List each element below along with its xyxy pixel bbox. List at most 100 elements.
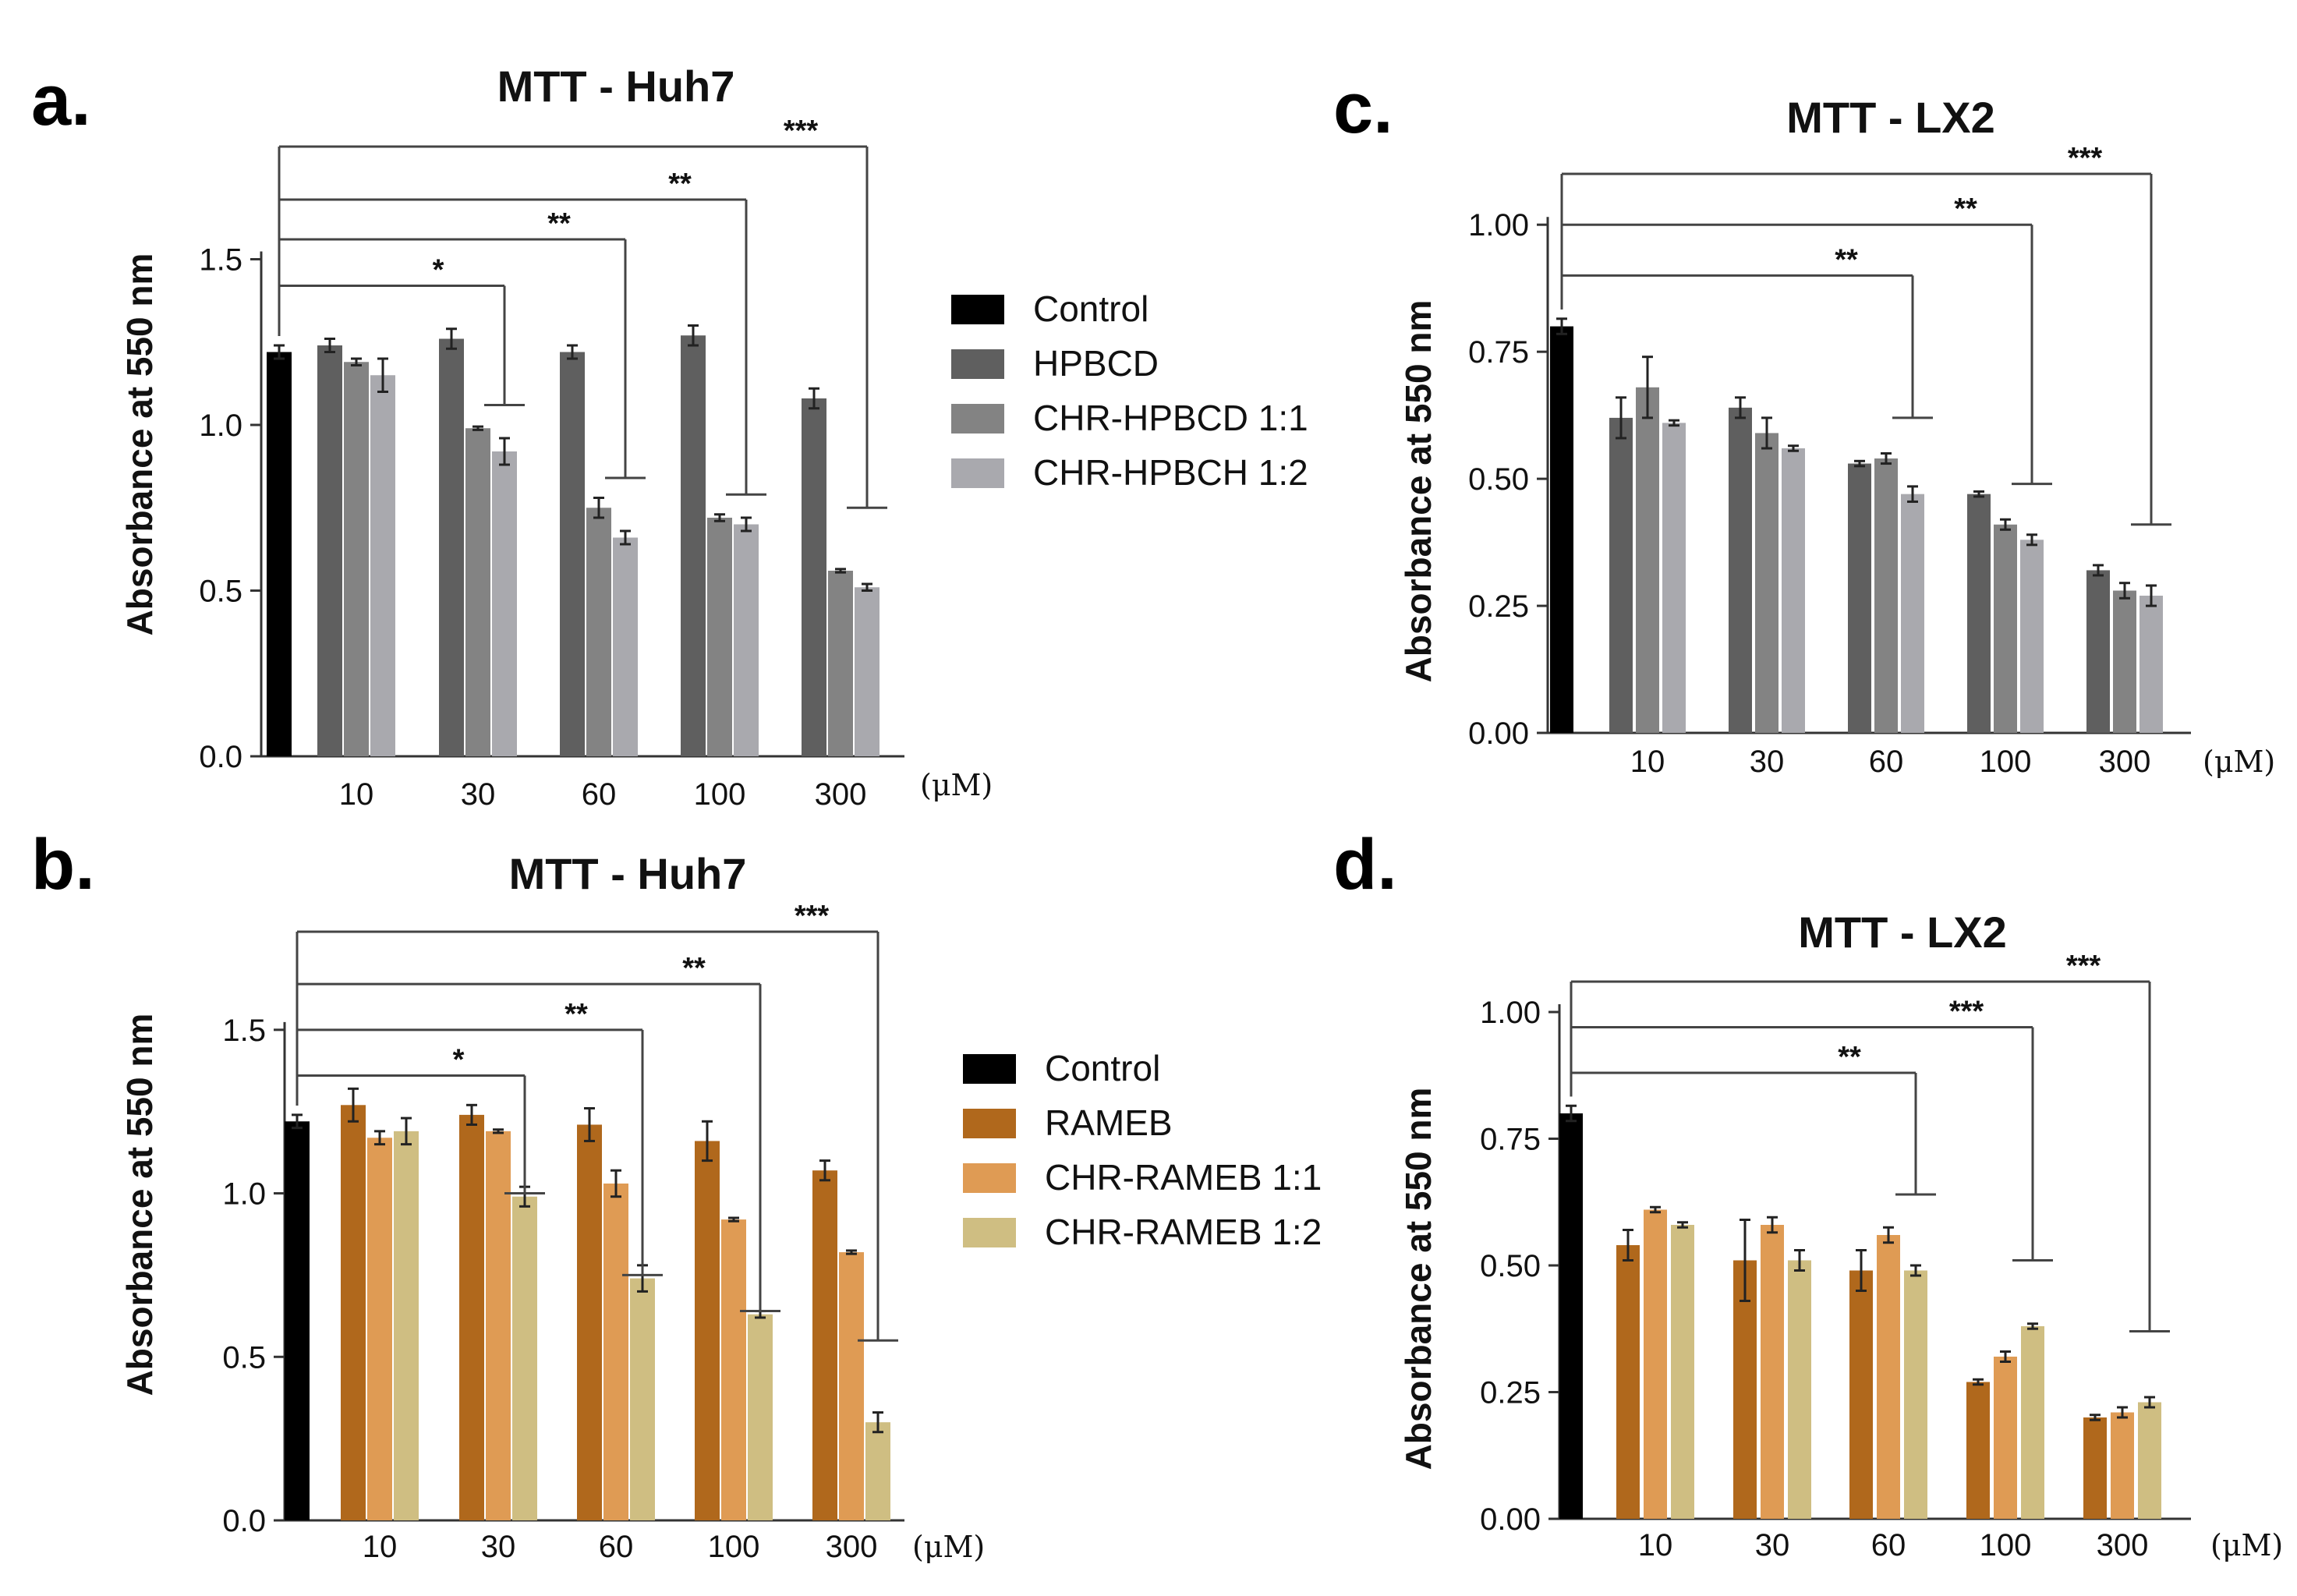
- significance-label: **: [1835, 243, 1858, 276]
- legend-swatch-series-3: [951, 458, 1004, 488]
- bar: [812, 1170, 837, 1520]
- bar-control: [1550, 326, 1573, 734]
- x-tick-label: 30: [1755, 1528, 1790, 1562]
- y-tick-label: 1.0: [222, 1177, 266, 1212]
- legend-label: CHR-HPBCH 1:2: [1033, 452, 1308, 493]
- bar: [1729, 407, 1752, 733]
- x-tick-label: 60: [582, 777, 617, 812]
- bar-control: [267, 352, 292, 756]
- bar: [613, 537, 638, 756]
- y-axis-title: Absorbance at 550 nm: [119, 1014, 160, 1396]
- bar: [344, 362, 369, 756]
- bar: [1967, 494, 1991, 733]
- y-tick-label: 0.50: [1468, 462, 1529, 497]
- legend-swatch-series-1: [963, 1109, 1016, 1138]
- significance-label: **: [1954, 193, 1977, 225]
- bar: [486, 1131, 511, 1520]
- x-tick-label: 100: [1980, 1528, 2032, 1562]
- chart-title: MTT - LX2: [1786, 93, 1995, 142]
- legend: Control RAMEB CHR-RAMEB 1:1 CHR-RAMEB 1:…: [963, 1048, 1322, 1252]
- bar: [1966, 1382, 1990, 1519]
- y-axis-title: Absorbance at 550 nm: [119, 253, 160, 636]
- y-tick-label: 0.5: [222, 1340, 266, 1375]
- bar: [1877, 1235, 1900, 1519]
- significance-label: ***: [795, 900, 830, 932]
- significance-label: ***: [2068, 142, 2103, 175]
- significance-label: **: [668, 168, 692, 200]
- legend-swatch-control: [963, 1054, 1016, 1084]
- bar: [1761, 1225, 1784, 1519]
- bar-control: [1559, 1113, 1583, 1519]
- bar: [560, 352, 585, 756]
- bar: [2021, 1326, 2044, 1519]
- bar: [1733, 1260, 1757, 1519]
- y-tick-label: 0.75: [1468, 335, 1529, 370]
- bar: [1782, 448, 1805, 733]
- bar: [1994, 524, 2017, 733]
- bar: [341, 1105, 366, 1520]
- x-tick-label: 300: [826, 1530, 878, 1564]
- panel-letter: c.: [1333, 69, 1393, 148]
- significance-label: ***: [2066, 950, 2101, 982]
- bar: [721, 1219, 746, 1520]
- y-tick-label: 0.25: [1468, 589, 1529, 624]
- y-tick-label: 1.0: [199, 409, 242, 443]
- bar: [492, 451, 517, 756]
- panel-a: a. MTT - Huh7 Absorbance at 550 nm 0.0 0.…: [31, 61, 1308, 812]
- x-tick-label: 30: [1750, 745, 1785, 779]
- bar: [2083, 1417, 2107, 1519]
- x-tick-label: 10: [339, 777, 374, 812]
- bar: [367, 1138, 392, 1520]
- bar: [734, 524, 759, 756]
- significance-label: **: [547, 207, 571, 240]
- x-tick-label: 300: [2097, 1528, 2149, 1562]
- bar: [2138, 1402, 2161, 1519]
- x-tick-label: 60: [599, 1530, 634, 1564]
- bar: [802, 398, 826, 756]
- bar: [465, 428, 490, 756]
- bar: [1788, 1260, 1811, 1519]
- bar: [586, 508, 611, 756]
- x-tick-label: 60: [1869, 745, 1904, 779]
- legend-label: CHR-HPBCD 1:1: [1033, 398, 1308, 438]
- y-tick-label: 0.75: [1480, 1123, 1541, 1157]
- bar-plot: 0.00.51.01.510 30 60 100 300********: [199, 115, 904, 812]
- y-tick-label: 0.50: [1480, 1249, 1541, 1283]
- legend: Control HPBCD CHR-HPBCD 1:1 CHR-HPBCH 1:…: [951, 288, 1308, 493]
- significance-label: **: [565, 998, 588, 1031]
- bar: [707, 518, 732, 756]
- x-tick-label: 30: [461, 777, 496, 812]
- bar: [681, 335, 706, 756]
- y-tick-label: 0.00: [1468, 717, 1529, 751]
- bar: [1671, 1225, 1694, 1519]
- x-tick-label: 100: [708, 1530, 760, 1564]
- y-axis-title: Absorbance at 550 nm: [1398, 1088, 1439, 1470]
- x-tick-label: 10: [1638, 1528, 1673, 1562]
- bar: [748, 1314, 773, 1520]
- bar: [839, 1252, 864, 1520]
- y-tick-label: 0.00: [1480, 1502, 1541, 1537]
- bar: [855, 587, 880, 756]
- chart-title: MTT - LX2: [1798, 908, 2007, 957]
- y-tick-label: 1.00: [1480, 996, 1541, 1030]
- bar: [603, 1183, 628, 1520]
- chart-title: MTT - Huh7: [497, 62, 735, 111]
- legend-label: CHR-RAMEB 1:1: [1045, 1157, 1322, 1198]
- bar: [1662, 423, 1686, 733]
- legend-label: CHR-RAMEB 1:2: [1045, 1212, 1322, 1252]
- unit-label: (μM): [912, 1530, 985, 1564]
- bar: [1848, 463, 1871, 733]
- legend-label: Control: [1045, 1048, 1160, 1088]
- bar: [439, 338, 464, 756]
- panel-letter: b.: [31, 825, 95, 904]
- legend-swatch-series-2: [963, 1163, 1016, 1193]
- legend-swatch-series-2: [951, 404, 1004, 434]
- bar: [1994, 1357, 2017, 1519]
- y-tick-label: 1.00: [1468, 208, 1529, 242]
- x-tick-label: 10: [1630, 745, 1665, 779]
- unit-label: (μM): [920, 768, 993, 802]
- bar-control: [285, 1121, 310, 1520]
